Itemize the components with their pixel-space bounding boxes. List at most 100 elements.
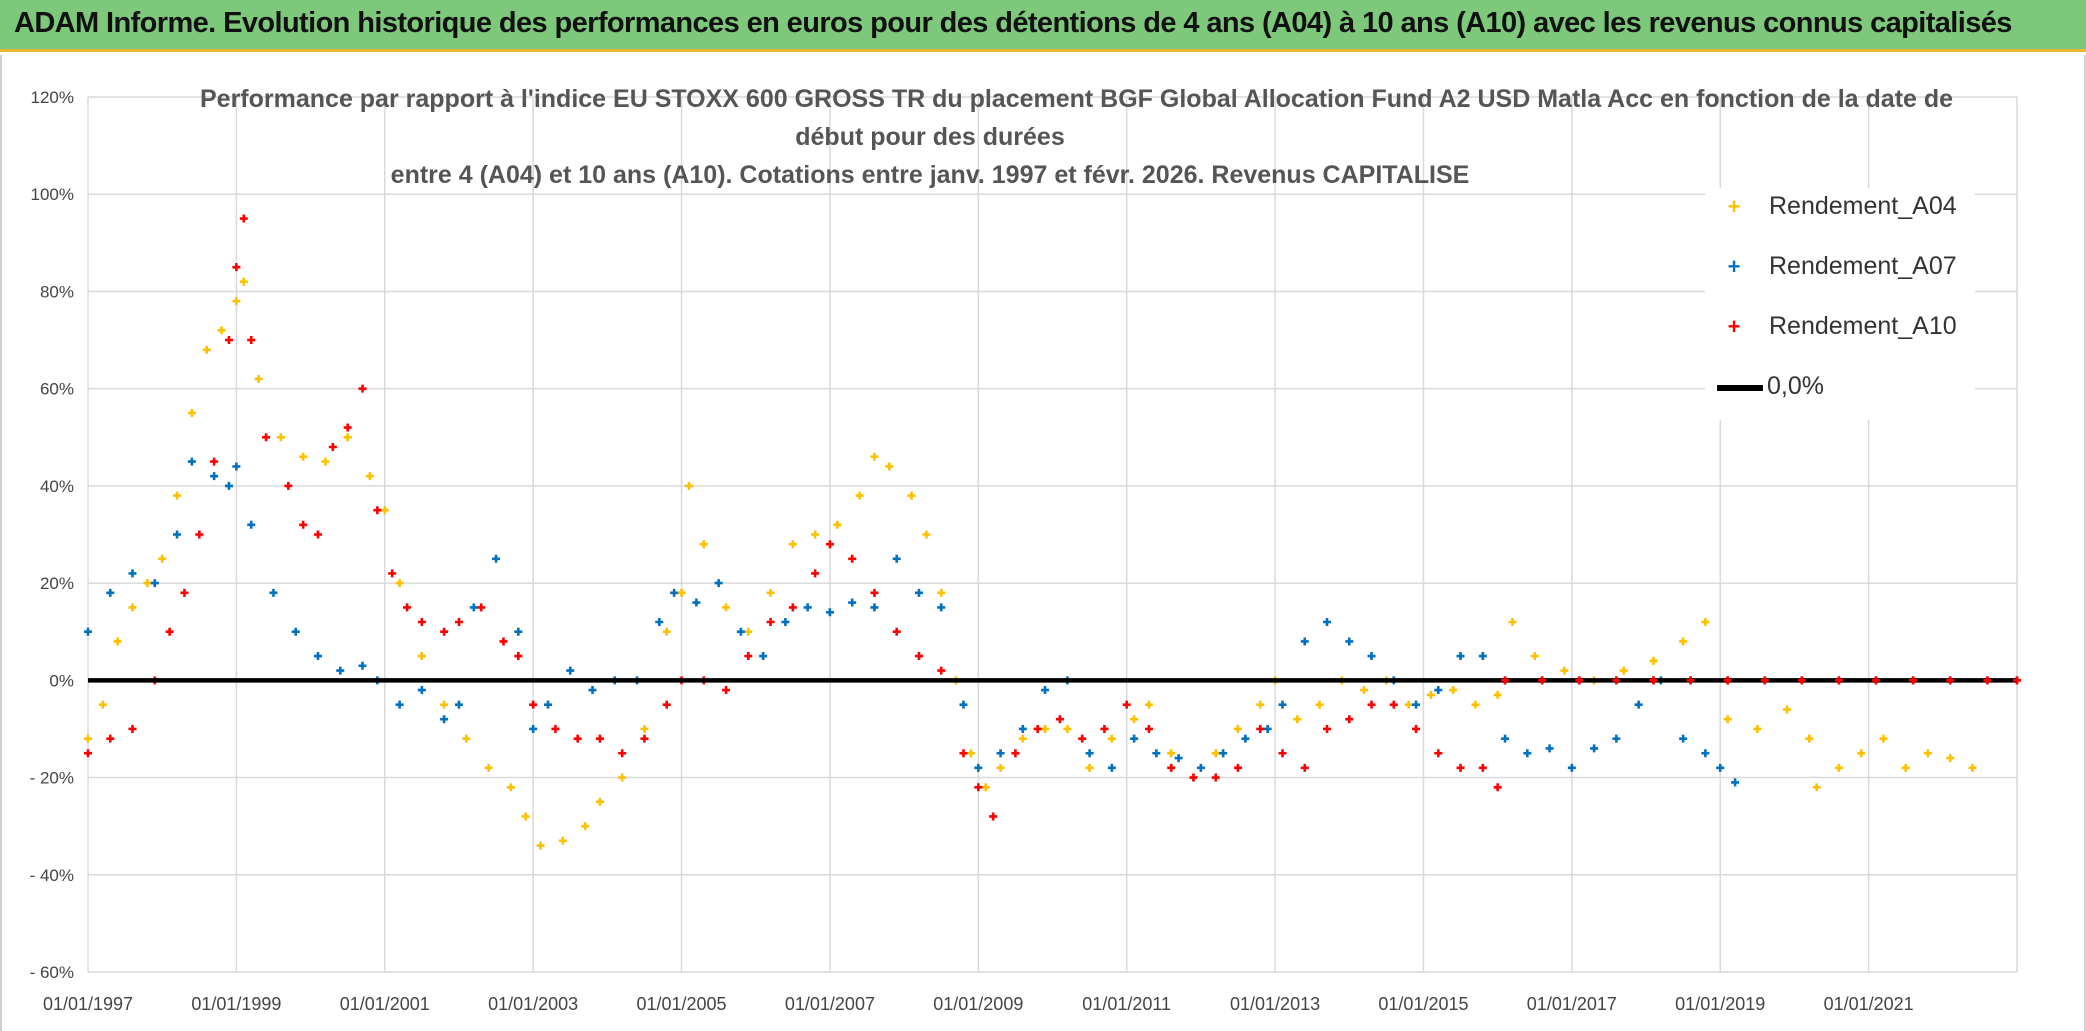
data-point-a07 [1219, 749, 1228, 758]
data-point-a07 [1278, 700, 1287, 709]
data-point-a10 [239, 214, 248, 223]
x-tick-label: 01/01/2009 [933, 994, 1023, 1014]
data-point-a04 [662, 627, 671, 636]
data-point-a10 [1538, 676, 1547, 685]
data-point-a07 [759, 652, 768, 661]
data-point-a07 [1174, 754, 1183, 763]
data-point-a04 [380, 506, 389, 515]
data-point-a04 [1449, 686, 1458, 695]
data-point-a04 [1130, 715, 1139, 724]
data-point-a07 [1263, 724, 1272, 733]
x-tick-label: 01/01/2013 [1230, 994, 1320, 1014]
data-point-a04 [1018, 734, 1027, 743]
data-point-a10 [573, 734, 582, 743]
data-point-a10 [1078, 734, 1087, 743]
data-point-a10 [1100, 724, 1109, 733]
data-point-a10 [744, 652, 753, 661]
data-point-a07 [1545, 744, 1554, 753]
data-point-a10 [914, 652, 923, 661]
legend-marker-a04: + [1727, 194, 1741, 219]
data-point-a04 [187, 408, 196, 417]
data-point-a04 [981, 783, 990, 792]
data-point-a04 [870, 452, 879, 461]
data-point-a07 [736, 627, 745, 636]
zero-line-group [88, 676, 2021, 685]
data-point-a04 [1834, 763, 1843, 772]
data-point-a07 [1241, 734, 1250, 743]
data-point-a10 [959, 749, 968, 758]
legend-marker-a07: + [1727, 254, 1741, 279]
data-point-a07 [269, 588, 278, 597]
data-point-a04 [239, 277, 248, 286]
data-point-a04 [788, 540, 797, 549]
data-point-a04 [833, 520, 842, 529]
data-point-a07 [187, 457, 196, 466]
chart-legend: + Rendement_A04 + Rendement_A07 + Rendem… [1705, 188, 1975, 420]
data-point-a04 [1783, 705, 1791, 714]
data-point-a04 [158, 554, 167, 563]
data-point-a10 [388, 569, 397, 578]
data-point-a04 [1360, 686, 1369, 695]
data-point-a10 [106, 734, 115, 743]
data-point-a10 [1686, 676, 1695, 685]
y-tick-label: 80% [40, 282, 74, 301]
data-point-a07 [1456, 652, 1465, 661]
data-point-a04 [722, 603, 731, 612]
data-point-a04 [907, 491, 916, 500]
data-point-a04 [321, 457, 330, 466]
data-point-a10 [247, 336, 256, 345]
data-point-a10 [454, 618, 463, 626]
data-point-a04 [1723, 715, 1732, 724]
data-point-a10 [1367, 700, 1376, 709]
data-point-a10 [1501, 676, 1510, 685]
data-point-a10 [299, 520, 308, 529]
legend-marker-a10: + [1727, 314, 1741, 339]
legend-line-zero [1717, 385, 1763, 391]
data-point-a07 [1323, 618, 1332, 626]
report-title: ADAM Informe. Evolution historique des p… [14, 7, 2012, 39]
data-point-a10 [232, 263, 241, 272]
data-point-a04 [1107, 734, 1116, 743]
data-point-a07 [1152, 749, 1161, 758]
data-point-a07 [566, 666, 575, 675]
data-point-a10 [1189, 773, 1198, 782]
data-point-a04 [1315, 700, 1324, 709]
data-point-a10 [1122, 700, 1131, 709]
data-point-a04 [684, 481, 693, 490]
data-point-a07 [1345, 637, 1354, 646]
data-point-a07 [825, 608, 834, 617]
y-tick-label: - 60% [30, 963, 74, 982]
data-point-a07 [492, 554, 501, 563]
data-point-a04 [855, 491, 864, 500]
data-point-a07 [1590, 744, 1599, 753]
data-point-a04 [1530, 652, 1539, 661]
data-point-a07 [1085, 749, 1094, 758]
data-point-a04 [276, 433, 285, 442]
data-point-a07 [1434, 686, 1443, 695]
data-point-a10 [417, 618, 426, 626]
data-point-a07 [937, 603, 946, 612]
x-tick-label: 01/01/2019 [1675, 994, 1765, 1014]
x-tick-label: 01/01/2011 [1082, 994, 1171, 1014]
data-point-a10 [825, 540, 834, 549]
data-point-a04 [677, 588, 686, 597]
data-point-a07 [1567, 763, 1576, 772]
data-point-a07 [655, 618, 664, 626]
data-point-a07 [454, 700, 463, 709]
data-point-a10 [640, 734, 649, 743]
data-point-a10 [1456, 763, 1465, 772]
data-point-a04 [1063, 724, 1072, 733]
x-tick-label: 01/01/2021 [1824, 994, 1914, 1014]
data-point-a10 [1946, 676, 1955, 685]
data-point-a10 [1011, 749, 1020, 758]
data-point-a04 [521, 812, 530, 821]
x-tick-label: 01/01/1999 [191, 994, 281, 1014]
data-point-a07 [232, 462, 241, 471]
data-point-a10 [1834, 676, 1843, 685]
data-point-a04 [462, 734, 471, 743]
legend-label-a04: Rendement_A04 [1769, 192, 1957, 220]
y-tick-label: 20% [40, 574, 74, 593]
data-point-a04 [1649, 656, 1658, 665]
data-point-a10 [1323, 724, 1332, 733]
